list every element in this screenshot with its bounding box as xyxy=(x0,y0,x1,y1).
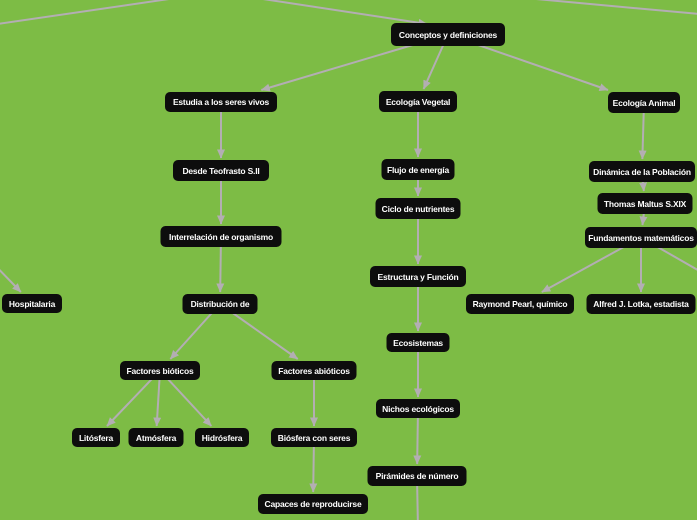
mindmap-node-fundamentos[interactable]: Fundamentos matemáticos xyxy=(585,227,697,248)
mindmap-node-factores-abioticos[interactable]: Factores abióticos xyxy=(271,361,357,380)
mindmap-node-dinamica-poblacion[interactable]: Dinámica de la Población xyxy=(589,161,695,182)
node-label: Atmósfera xyxy=(135,432,177,443)
node-label: Hidrósfera xyxy=(201,432,243,443)
mindmap-node-flujo-energia[interactable]: Flujo de energía xyxy=(381,159,455,180)
node-label: Factores abióticos xyxy=(278,365,350,376)
mindmap-node-interrelacion[interactable]: Interrelación de organismo xyxy=(160,226,282,247)
node-label: Pirámides de número xyxy=(375,471,459,481)
node-label: Ciclo de nutrientes xyxy=(381,203,455,214)
node-label: Fundamentos matemáticos xyxy=(588,232,694,243)
mindmap-node-ecologia-vegetal[interactable]: Ecología Vegetal xyxy=(379,91,457,112)
mindmap-node-desde-teofrasto[interactable]: Desde Teofrasto S.II xyxy=(173,160,269,181)
node-label: Raymond Pearl, químico xyxy=(472,299,568,309)
mindmap-node-distribucion[interactable]: Distribución de xyxy=(182,294,258,314)
mindmap-node-hospitalaria[interactable]: Hospitalaria xyxy=(2,294,62,313)
node-label: Litósfera xyxy=(78,432,114,443)
node-label: Hospitalaria xyxy=(8,298,56,309)
mindmap-node-ecosistemas[interactable]: Ecosistemas xyxy=(386,333,450,352)
mindmap-node-piramides[interactable]: Pirámides de número xyxy=(367,466,467,486)
connector-line xyxy=(0,0,170,25)
mindmap-node-estructura-funcion[interactable]: Estructura y Función xyxy=(370,266,466,287)
node-label: Ecosistemas xyxy=(393,337,443,348)
mindmap-node-nichos-ecologicos[interactable]: Nichos ecológicos xyxy=(376,399,460,418)
mindmap-node-ecologia-animal[interactable]: Ecología Animal xyxy=(608,92,680,113)
connector-line xyxy=(536,0,697,15)
node-label: Factores bióticos xyxy=(126,365,194,376)
mindmap-node-conceptos[interactable]: Conceptos y definiciones xyxy=(391,23,505,46)
mindmap-node-raymond-pearl[interactable]: Raymond Pearl, químico xyxy=(466,294,574,314)
node-label: Desde Teofrasto S.II xyxy=(182,165,260,176)
node-label: Estudia a los seres vivos xyxy=(172,97,270,107)
node-label: Interrelación de organismo xyxy=(169,231,273,242)
node-label: Thomas Maltus S.XIX xyxy=(603,198,687,209)
node-label: Ecología Animal xyxy=(612,97,676,108)
node-label: Alfred J. Lotka, estadista xyxy=(593,299,689,309)
node-label: Flujo de energía xyxy=(387,164,449,175)
node-label: Capaces de reproducirse xyxy=(264,499,362,509)
connector-line xyxy=(262,0,428,27)
mindmap-node-factores-bioticos[interactable]: Factores bióticos xyxy=(120,361,200,380)
mindmap-node-thomas-maltus[interactable]: Thomas Maltus S.XIX xyxy=(597,193,693,214)
mindmap-node-atmosfera[interactable]: Atmósfera xyxy=(128,428,184,447)
node-label: Conceptos y definiciones xyxy=(398,29,498,40)
node-label: Nichos ecológicos xyxy=(382,403,454,414)
mindmap-node-alfred-lotka[interactable]: Alfred J. Lotka, estadista xyxy=(586,294,696,314)
mindmap-node-ciclo-nutrientes[interactable]: Ciclo de nutrientes xyxy=(375,198,461,219)
node-label: Ecología Vegetal xyxy=(385,96,451,107)
mindmap-node-estudia[interactable]: Estudia a los seres vivos xyxy=(165,92,277,112)
mindmap-node-capaces[interactable]: Capaces de reproducirse xyxy=(258,494,368,514)
node-label: Dinámica de la Población xyxy=(593,166,691,177)
node-label: Estructura y Función xyxy=(377,271,459,282)
node-label: Distribución de xyxy=(190,299,250,309)
connector-line xyxy=(0,268,22,293)
mindmap-node-hidrosfera[interactable]: Hidrósfera xyxy=(195,428,249,447)
node-label: Biósfera con seres xyxy=(277,432,351,443)
mindmap-node-biosfera[interactable]: Biósfera con seres xyxy=(271,428,357,447)
mindmap-node-litosfera[interactable]: Litósfera xyxy=(72,428,120,447)
